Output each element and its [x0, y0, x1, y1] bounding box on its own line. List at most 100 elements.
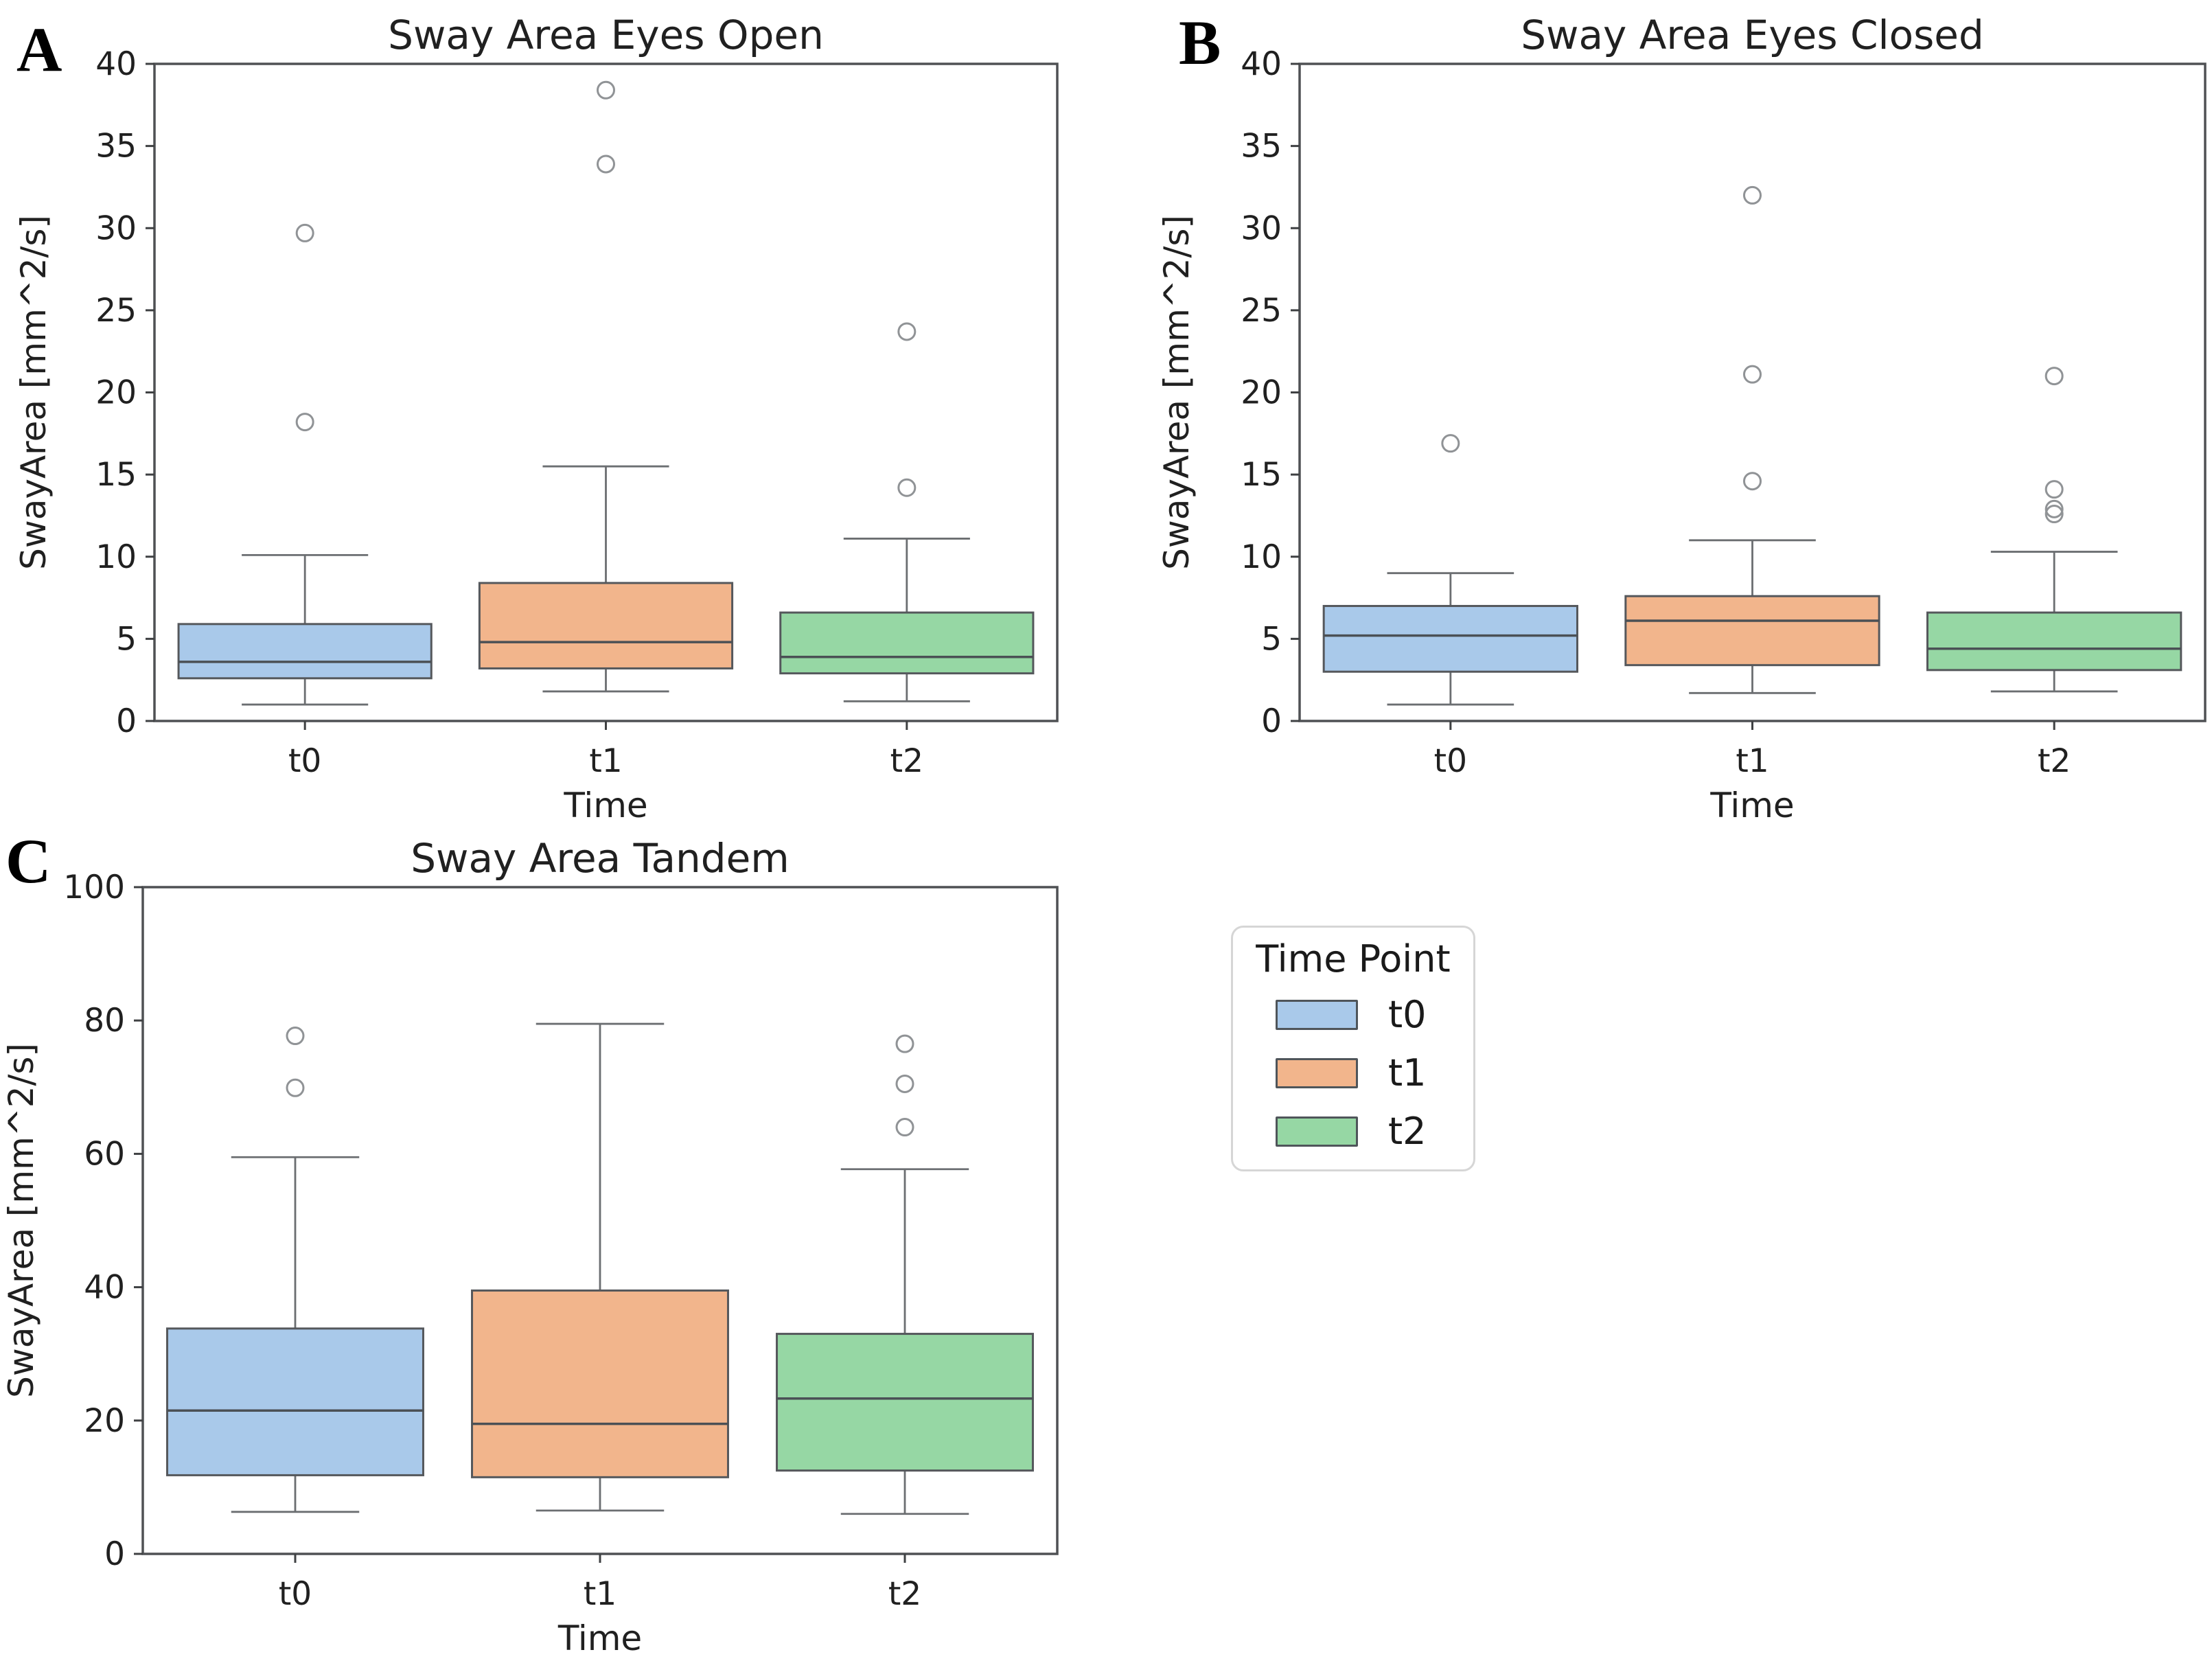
panel-b-yaxis-label: SwayArea [mm^2/s]	[1157, 215, 1197, 570]
legend-label: t2	[1388, 1110, 1427, 1153]
panel-c-ytick-label: 40	[84, 1269, 125, 1307]
panel-b: B Sway Area Eyes Closed 0 5 10 15 20 25 30 35 40 t…	[1106, 0, 2212, 831]
panel-c: C Sway Area Tandem 0 20 40 60 80 100 t0 t1 t2 Time…	[0, 826, 1106, 1661]
panel-b-box-t2	[1926, 367, 2182, 693]
panel-b-ytick-label: 20	[1241, 374, 1282, 412]
outlier-marker	[2044, 505, 2064, 524]
legend-swatch-t0	[1276, 1000, 1358, 1030]
panel-b-ytick-label: 35	[1241, 128, 1282, 165]
legend-entry-t2: t2	[1276, 1110, 1427, 1153]
outlier-marker	[2044, 367, 2064, 386]
panel-a: A Sway Area Eyes Open 0 5 10 15 20 25 30 35 40 t0 t…	[0, 0, 1106, 831]
iqr-box	[1322, 605, 1578, 673]
panel-a-xtick-label: t0	[288, 742, 321, 780]
panel-a-xtick-label: t1	[589, 742, 622, 780]
panel-b-ytick-label: 15	[1241, 456, 1282, 494]
panel-b-ytick-label: 0	[1261, 702, 1282, 740]
legend-area: Time Point t0 t1 t2	[1106, 831, 2212, 1661]
iqr-box	[779, 611, 1035, 675]
iqr-box	[471, 1289, 729, 1478]
panel-b-box-t0	[1322, 434, 1578, 706]
panel-a-title: Sway Area Eyes Open	[388, 12, 824, 58]
panel-b-chart: Sway Area Eyes Closed 0 5 10 15 20 25 30 35 40 t0 t…	[1157, 12, 2207, 825]
outlier-marker	[895, 1034, 914, 1053]
iqr-box	[478, 582, 734, 669]
panel-a-ytick-label: 40	[95, 45, 137, 83]
panel-a-xtick-label: t2	[890, 742, 923, 780]
panel-b-xaxis-label: Time	[1709, 786, 1794, 825]
panel-a-xaxis-label: Time	[563, 786, 647, 825]
panel-a-box-t1	[478, 80, 734, 693]
panel-c-ytick-label: 80	[84, 1002, 125, 1040]
panel-a-box-t2	[779, 322, 1035, 702]
outlier-marker	[2044, 499, 2064, 518]
legend-title: Time Point	[1256, 937, 1451, 981]
iqr-box	[776, 1333, 1034, 1472]
panel-a-ytick-label: 10	[95, 538, 137, 576]
panel-a-chart: Sway Area Eyes Open 0 5 10 15 20 25 30 35 40 t0 t1 t…	[14, 12, 1059, 825]
outlier-marker	[895, 1118, 914, 1137]
panel-c-box-t2	[776, 1034, 1034, 1515]
outlier-marker	[286, 1078, 305, 1097]
panel-a-yaxis-label: SwayArea [mm^2/s]	[14, 215, 54, 570]
outlier-marker	[1743, 185, 1762, 205]
panel-a-ytick-label: 35	[95, 128, 137, 165]
outlier-marker	[295, 223, 314, 242]
panel-b-box-t1	[1624, 185, 1880, 694]
panel-c-xtick-label: t2	[888, 1575, 921, 1613]
outlier-marker	[1743, 365, 1762, 384]
legend: Time Point t0 t1 t2	[1231, 926, 1475, 1171]
panel-a-ytick-label: 30	[95, 209, 137, 247]
panel-c-ytick-label: 0	[104, 1535, 125, 1573]
outlier-marker	[597, 154, 615, 174]
panel-b-ytick-label: 40	[1241, 45, 1282, 83]
panel-b-xtick-label: t2	[2038, 742, 2071, 780]
panel-c-letter: C	[5, 826, 51, 896]
panel-c-yaxis-label: SwayArea [mm^2/s]	[1, 1043, 41, 1398]
panel-b-ytick-label: 5	[1261, 620, 1282, 658]
legend-entry-t1: t1	[1276, 1051, 1427, 1095]
panel-c-ytick-label: 100	[63, 869, 125, 906]
panel-b-title: Sway Area Eyes Closed	[1521, 12, 1984, 58]
outlier-marker	[2044, 480, 2064, 499]
legend-entry-t0: t0	[1276, 993, 1427, 1036]
legend-swatch-t2	[1276, 1116, 1358, 1147]
outlier-marker	[597, 80, 615, 100]
panel-b-ytick-label: 25	[1241, 292, 1282, 330]
panel-c-box-t1	[471, 1022, 729, 1512]
outlier-marker	[1441, 434, 1460, 453]
outlier-marker	[897, 478, 917, 497]
outlier-marker	[1743, 472, 1762, 491]
legend-swatch-t1	[1276, 1058, 1358, 1088]
panel-a-ytick-label: 15	[95, 456, 137, 494]
legend-label: t0	[1388, 993, 1427, 1036]
panel-b-xtick-label: t1	[1736, 742, 1769, 780]
panel-c-xaxis-label: Time	[557, 1618, 642, 1658]
outlier-marker	[895, 1074, 914, 1093]
iqr-box	[1624, 595, 1880, 667]
panel-a-ytick-label: 5	[116, 620, 137, 658]
panel-c-xtick-label: t0	[279, 1575, 312, 1613]
panel-b-ytick-label: 30	[1241, 209, 1282, 247]
panel-c-title: Sway Area Tandem	[411, 835, 790, 882]
panel-a-ytick-label: 0	[116, 702, 137, 740]
panel-b-ytick-label: 10	[1241, 538, 1282, 576]
iqr-box	[177, 623, 433, 680]
panel-a-ytick-label: 20	[95, 374, 137, 412]
panel-c-ytick-label: 60	[84, 1135, 125, 1173]
iqr-box	[1926, 611, 2182, 672]
iqr-box	[166, 1327, 424, 1476]
outlier-marker	[286, 1027, 305, 1046]
panel-c-xtick-label: t1	[584, 1575, 617, 1613]
outlier-marker	[897, 322, 917, 341]
panel-c-chart: Sway Area Tandem 0 20 40 60 80 100 t0 t1 t2 Time Sw…	[1, 835, 1059, 1658]
legend-label: t1	[1388, 1051, 1427, 1095]
outlier-marker	[295, 413, 314, 432]
panel-c-ytick-label: 20	[84, 1402, 125, 1440]
panel-a-box-t0	[177, 223, 433, 706]
panel-b-xtick-label: t0	[1434, 742, 1467, 780]
panel-a-ytick-label: 25	[95, 292, 137, 330]
panel-b-letter: B	[1179, 8, 1221, 78]
panel-c-box-t0	[166, 1027, 424, 1513]
